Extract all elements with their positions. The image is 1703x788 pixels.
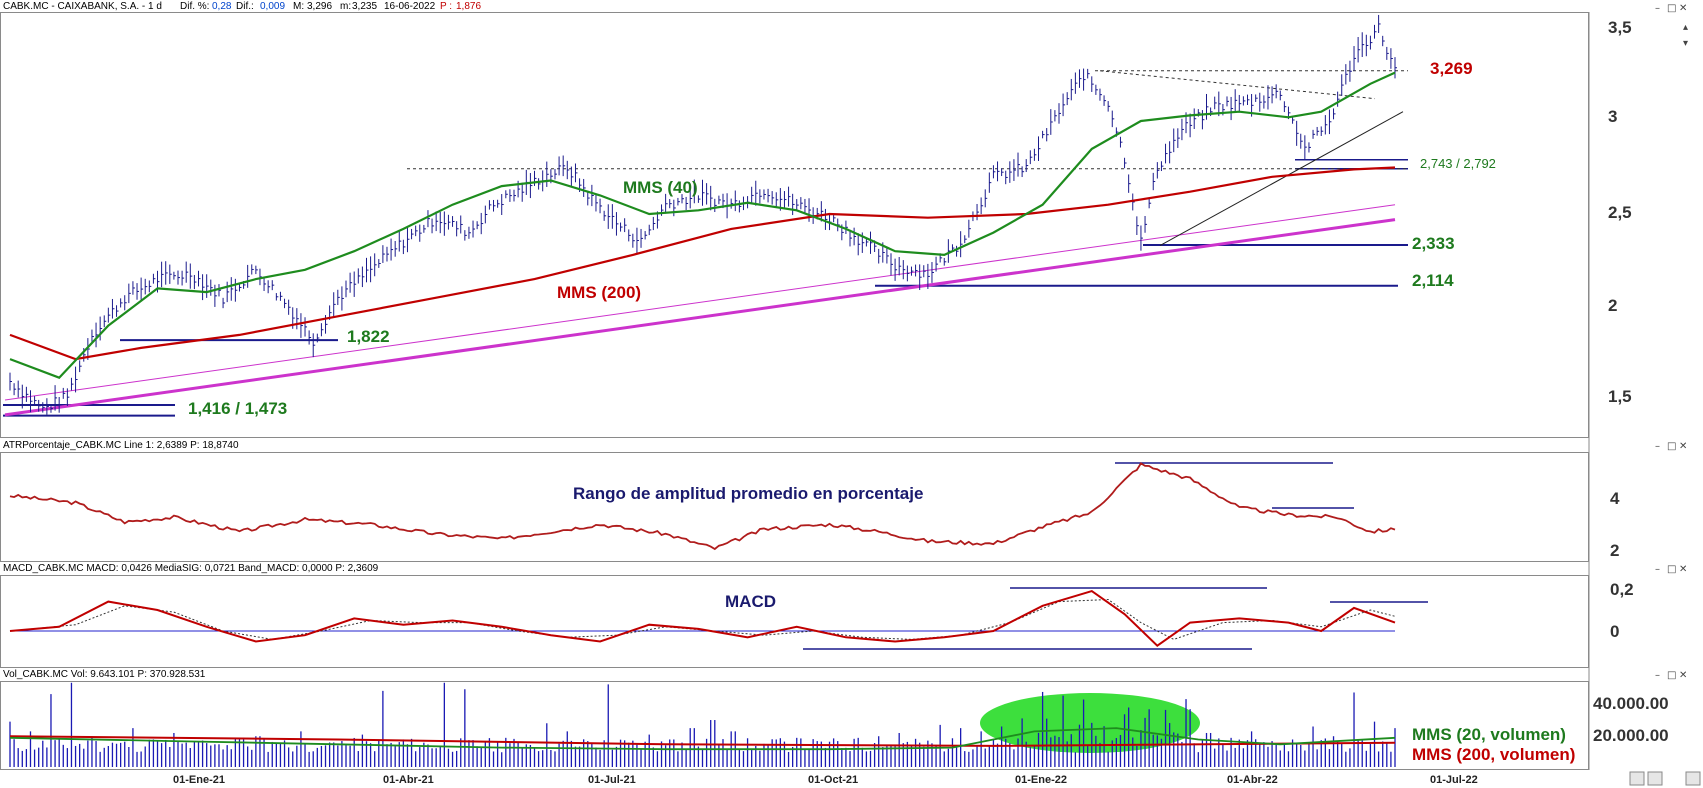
- date-tick: 01-Oct-21: [808, 774, 858, 786]
- price-bars: [9, 14, 1397, 415]
- date-tick: 01-Ene-22: [1015, 774, 1067, 786]
- price-plot: [3, 14, 1408, 417]
- volume-y-tick: 40.000.00: [1593, 694, 1669, 713]
- bottom-scroll-buttons[interactable]: [1629, 771, 1701, 786]
- p-value: 1,876: [456, 1, 481, 12]
- max-label: M:: [293, 1, 304, 12]
- header-date: 16-06-2022: [384, 1, 436, 12]
- level-label-1416-1473: 1,416 / 1,473: [188, 399, 287, 418]
- scroll-up-icon[interactable]: ▴: [1683, 22, 1688, 33]
- price-y-tick: 3: [1608, 107, 1617, 126]
- volume-panel-header: Vol_CABK.MC Vol: 9.643.101 P: 370.928.53…: [3, 669, 206, 680]
- panel-frames: [0, 12, 1590, 770]
- mms40-label: MMS (40): [623, 178, 698, 197]
- maximize-icon[interactable]: □: [1667, 441, 1676, 452]
- dif-value: 0,009: [260, 1, 285, 12]
- scroll-left-button[interactable]: [1629, 771, 1645, 786]
- min-label: m:: [340, 1, 351, 12]
- price-y-tick: 3,5: [1608, 18, 1632, 37]
- date-tick: 01-Ene-21: [173, 774, 225, 786]
- minimize-icon[interactable]: –: [1655, 564, 1660, 575]
- minimize-icon[interactable]: –: [1655, 441, 1660, 452]
- volume-mms20-legend: MMS (20, volumen): [1412, 725, 1566, 744]
- atr-window-buttons[interactable]: – □ ✕: [1655, 441, 1687, 452]
- last-price-label: 3,269: [1430, 59, 1473, 78]
- macd-title: MACD: [725, 592, 776, 611]
- max-value: 3,296: [307, 1, 332, 12]
- volume-plot: [9, 682, 1396, 767]
- min-value: 3,235: [352, 1, 377, 12]
- price-y-tick: 1,5: [1608, 387, 1632, 406]
- price-y-tick: 2,5: [1608, 203, 1632, 222]
- price-y-tick: 2: [1608, 296, 1617, 315]
- macd-panel-header: MACD_CABK.MC MACD: 0,0426 MediaSIG: 0,07…: [3, 563, 379, 574]
- maximize-icon[interactable]: □: [1667, 670, 1676, 681]
- atr-y-tick: 4: [1610, 489, 1620, 508]
- atr-title: Rango de amplitud promedio en porcentaje: [573, 484, 923, 503]
- volume-bars: [9, 682, 1396, 767]
- volume-mms20-line: [9, 727, 1396, 751]
- macd-signal-line: [9, 598, 1396, 640]
- close-icon[interactable]: ✕: [1679, 670, 1687, 681]
- price-panel-header: CABK.MC - CAIXABANK, S.A. - 1 d Dif. %: …: [3, 1, 481, 12]
- minimize-icon[interactable]: –: [1655, 3, 1660, 14]
- dif-label: Dif.:: [236, 1, 254, 12]
- scroll-right-button[interactable]: [1647, 771, 1663, 786]
- macd-line: [9, 590, 1396, 647]
- volume-mms200-line: [9, 735, 1396, 747]
- macd-window-buttons[interactable]: – □ ✕: [1655, 564, 1687, 575]
- volume-window-buttons[interactable]: – □ ✕: [1655, 670, 1687, 681]
- price-ticker: CABK.MC - CAIXABANK, S.A. - 1 d: [3, 1, 162, 12]
- volume-mms200-legend: MMS (200, volumen): [1412, 745, 1575, 764]
- trend-line-magenta: [4, 218, 1396, 417]
- level-label-2333: 2,333: [1412, 234, 1455, 253]
- trend-line-black: [1159, 111, 1404, 247]
- atr-plot: [9, 462, 1396, 551]
- close-icon[interactable]: ✕: [1679, 564, 1687, 575]
- mms200-line: [9, 166, 1396, 361]
- minimize-icon[interactable]: –: [1655, 670, 1660, 681]
- macd-plot: [9, 587, 1428, 650]
- p-label: P :: [440, 1, 452, 12]
- macd-y-tick: 0,2: [1610, 580, 1634, 599]
- triangle-dashed-line: [1099, 70, 1376, 100]
- maximize-icon[interactable]: □: [1667, 3, 1676, 14]
- close-icon[interactable]: ✕: [1679, 3, 1687, 14]
- mms40-line: [9, 71, 1396, 379]
- date-tick: 01-Jul-22: [1430, 774, 1478, 786]
- atr-panel-header: ATRPorcentaje_CABK.MC Line 1: 2,6389 P: …: [3, 440, 239, 451]
- trend-line-magenta: [4, 204, 1396, 401]
- price-window-buttons[interactable]: – □ ✕: [1655, 3, 1687, 14]
- date-tick: 01-Abr-21: [383, 774, 434, 786]
- maximize-icon[interactable]: □: [1667, 564, 1676, 575]
- dif-pct-label: Dif. %:: [180, 1, 209, 12]
- volume-y-tick: 20.000.00: [1593, 726, 1669, 745]
- close-icon[interactable]: ✕: [1679, 441, 1687, 452]
- zoom-button[interactable]: [1685, 771, 1701, 786]
- scroll-down-icon[interactable]: ▾: [1683, 38, 1688, 49]
- atr-line: [9, 462, 1396, 551]
- level-label-1822: 1,822: [347, 327, 390, 346]
- dif-pct-value: 0,28: [212, 1, 232, 12]
- mms200-label: MMS (200): [557, 283, 641, 302]
- macd-y-tick: 0: [1610, 622, 1619, 641]
- price-scroll-buttons[interactable]: ▴ ▾: [1683, 22, 1688, 49]
- date-tick: 01-Abr-22: [1227, 774, 1278, 786]
- range-label-2743-2792: 2,743 / 2,792: [1420, 156, 1496, 171]
- level-label-2114: 2,114: [1412, 271, 1454, 290]
- atr-y-tick: 2: [1610, 541, 1619, 560]
- date-tick: 01-Jul-21: [588, 774, 636, 786]
